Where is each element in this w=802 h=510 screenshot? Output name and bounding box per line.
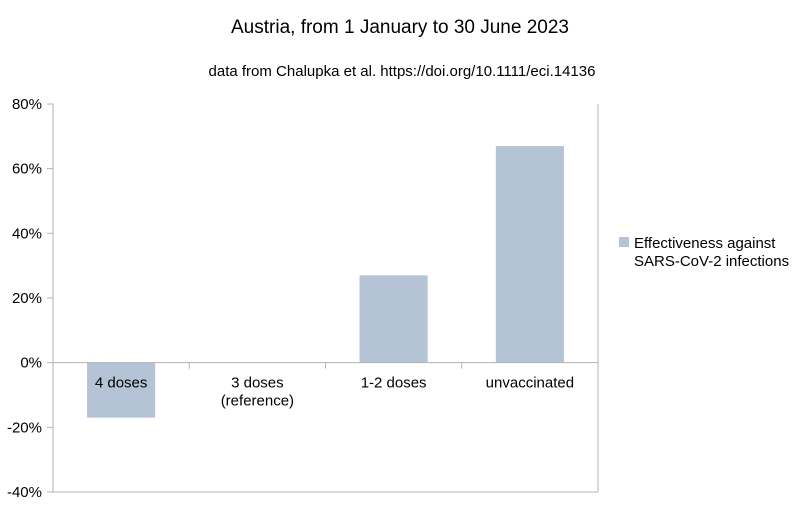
y-tick-label: -20% — [7, 419, 42, 436]
bar — [87, 362, 156, 418]
plot-area: -40% -20% 0% 20% 40% 60% 80% 4 doses 3 doses(ref… — [7, 96, 599, 501]
legend-label: SARS-CoV-2 infections — [634, 253, 789, 270]
legend-label: Effectiveness against — [634, 235, 776, 252]
x-tick-label: (reference) — [221, 393, 294, 410]
bar — [495, 146, 564, 363]
y-tick-label: 0% — [20, 355, 42, 372]
legend-swatch — [619, 237, 629, 247]
x-tick-label: 1-2 doses — [361, 375, 427, 392]
x-tick-label: 4 doses — [95, 375, 148, 392]
y-tick-label: 20% — [12, 290, 42, 307]
y-tick-label: 60% — [12, 161, 42, 178]
bar — [359, 275, 428, 363]
chart-title: Austria, from 1 January to 30 June 2023 — [231, 17, 569, 38]
y-tick-label: 80% — [12, 96, 42, 113]
x-tick-label: 3 doses — [231, 375, 284, 392]
y-tick-label: -40% — [7, 484, 42, 501]
x-tick-label: unvaccinated — [486, 375, 574, 392]
y-tick-label: 40% — [12, 225, 42, 242]
chart-subtitle: data from Chalupka et al. https://doi.or… — [209, 63, 596, 80]
